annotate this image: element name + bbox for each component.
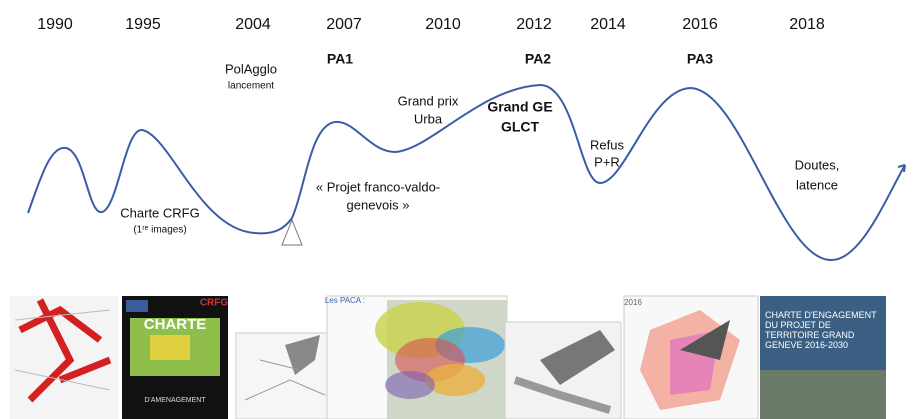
year: 2018 [789, 16, 825, 33]
thumbnail: 2016 [624, 296, 758, 419]
event: « Projet franco-valdo- [316, 179, 440, 194]
thumb-text: CRFG [200, 298, 229, 309]
year: 1995 [125, 16, 161, 33]
year: 2016 [682, 16, 718, 33]
event: PA1 [327, 51, 353, 67]
event: Grand GE [487, 99, 552, 115]
event: (1ʳᵉ images) [133, 225, 186, 236]
marker [282, 220, 302, 245]
event: Charte CRFG [120, 205, 199, 220]
event: latence [796, 177, 838, 192]
thumb-text: D'AMENAGEMENT [144, 397, 206, 404]
event: genevois » [347, 197, 410, 212]
thumb-text: CHARTE D'ENGAGEMENT DU PROJET DE TERRITO… [765, 310, 883, 350]
year: 2007 [326, 16, 362, 33]
thumbnail [10, 296, 118, 419]
event: PolAgglo [225, 61, 277, 76]
event: Grand prix [398, 93, 459, 108]
thumbnail: CRFG CHARTE D'AMENAGEMENT [122, 296, 228, 419]
year-labels: 1990 1995 2004 2007 2010 2012 2014 2016 2018 [37, 16, 825, 33]
year: 1990 [37, 16, 73, 33]
event: PA2 [525, 51, 551, 67]
event: Refus [590, 137, 624, 152]
event: PA3 [687, 51, 713, 67]
thumbnail [505, 322, 621, 419]
year: 2010 [425, 16, 461, 33]
year: 2004 [235, 16, 271, 33]
thumb-text: Les PACA : [325, 296, 365, 305]
thumb-text: 2016 [624, 298, 642, 307]
event: GLCT [501, 119, 540, 135]
event: P+R [594, 154, 620, 169]
thumbnail: CHARTE D'ENGAGEMENT DU PROJET DE TERRITO… [760, 296, 886, 419]
year: 2014 [590, 16, 626, 33]
thumbnail [236, 333, 330, 419]
event: Doutes, [795, 157, 840, 172]
event: lancement [228, 81, 274, 92]
event: Urba [414, 111, 443, 126]
thumb-text: CHARTE [144, 316, 207, 333]
timeline: 1990 1995 2004 2007 2010 2012 2014 2016 2018 Pol… [0, 0, 914, 419]
thumbnail: Les PACA : [325, 296, 507, 419]
year: 2012 [516, 16, 552, 33]
